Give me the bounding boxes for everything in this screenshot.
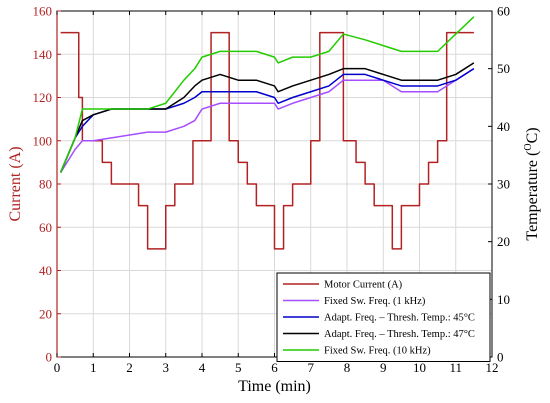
x-tick-label: 1 xyxy=(90,360,97,375)
y-left-tick-label: 40 xyxy=(39,263,52,278)
x-tick-label: 12 xyxy=(486,360,499,375)
legend: Motor Current (A) Fixed Sw. Freq. (1 kHz)… xyxy=(276,272,491,362)
legend-entry: Fixed Sw. Freq. (1 kHz) xyxy=(324,296,426,307)
series-line-motor-current xyxy=(60,31,474,250)
x-tick-label: 11 xyxy=(449,360,462,375)
legend-entry: Adapt. Freq. – Thresh. Temp.: 47°C xyxy=(324,329,475,340)
x-tick-label: 4 xyxy=(199,360,206,375)
y-right-axis-label: Temperature (OC) xyxy=(523,127,541,240)
series-line-adapt-47 xyxy=(59,62,475,173)
series-line-fixed-10khz xyxy=(59,16,475,173)
legend-entry: Motor Current (A) xyxy=(324,280,403,291)
x-ticks: 0 1 2 3 4 5 6 7 8 9 10 11 12 xyxy=(54,11,499,375)
legend-entry: Adapt. Freq. – Thresh. Temp.: 45°C xyxy=(324,313,475,324)
x-tick-label: 3 xyxy=(163,360,170,375)
y-right-label-end: C) xyxy=(524,127,541,143)
x-tick-label: 8 xyxy=(344,360,351,375)
x-axis-label: Time (min) xyxy=(238,378,311,395)
y-left-tick-label: 0 xyxy=(46,350,53,365)
legend-entry: Fixed Sw. Freq. (10 kHz) xyxy=(324,346,431,357)
y-right-ticks: 0 10 20 30 40 50 60 xyxy=(488,4,510,365)
y-right-tick-label: 60 xyxy=(497,4,510,19)
series-group xyxy=(59,16,475,250)
y-left-tick-label: 100 xyxy=(33,133,53,148)
x-tick-label: 0 xyxy=(54,360,61,375)
y-right-label-main: Temperature ( xyxy=(524,151,541,241)
y-left-tick-label: 80 xyxy=(39,177,52,192)
series-line-fixed-1khz xyxy=(59,68,475,173)
x-tick-label: 5 xyxy=(235,360,242,375)
y-left-ticks: 0 20 40 60 80 100 120 140 160 xyxy=(33,4,61,365)
y-left-tick-label: 20 xyxy=(39,306,52,321)
y-right-label-sup: O xyxy=(523,143,534,150)
y-right-tick-label: 10 xyxy=(497,292,510,307)
y-left-axis-label: Current (A) xyxy=(7,146,24,221)
y-right-tick-label: 50 xyxy=(497,61,510,76)
y-right-tick-label: 30 xyxy=(497,177,510,192)
y-left-tick-label: 60 xyxy=(39,220,52,235)
x-tick-label: 7 xyxy=(308,360,315,375)
y-right-tick-label: 20 xyxy=(497,234,510,249)
x-tick-label: 10 xyxy=(413,360,426,375)
x-tick-label: 9 xyxy=(380,360,387,375)
x-tick-label: 2 xyxy=(126,360,133,375)
x-tick-label: 6 xyxy=(271,360,278,375)
y-left-tick-label: 120 xyxy=(33,90,53,105)
y-right-tick-label: 40 xyxy=(497,119,510,134)
y-right-tick-label: 0 xyxy=(497,350,504,365)
y-left-tick-label: 160 xyxy=(33,4,53,19)
y-left-tick-label: 140 xyxy=(33,47,53,62)
